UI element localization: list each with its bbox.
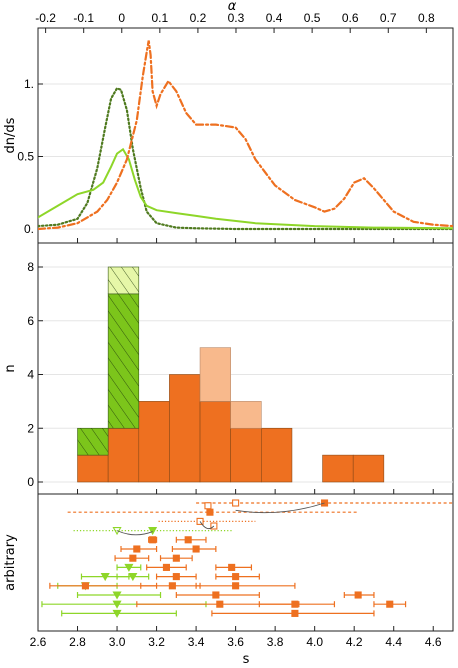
arrow-connector — [199, 521, 215, 530]
histogram-bar — [138, 401, 170, 483]
square-marker — [172, 554, 180, 562]
top-axis-label: α — [228, 0, 237, 14]
curve-solid — [38, 147, 453, 230]
mid-ytick-label: 8 — [27, 260, 34, 274]
histogram-bar — [199, 401, 231, 483]
histogram-bar — [77, 454, 109, 483]
bottom-y-axis-label: arbitrary — [3, 534, 18, 591]
triangle-marker — [112, 591, 122, 600]
top-axis-tick-label: 0.5 — [304, 11, 321, 25]
x-tick-label: 4.2 — [346, 635, 363, 649]
histogram-bar — [261, 427, 293, 483]
square-marker — [232, 582, 240, 590]
square-marker — [216, 600, 224, 608]
x-axis-label: s — [243, 652, 250, 667]
top-axis-tick-label: 0.2 — [190, 11, 207, 25]
x-tick-label: 2.8 — [69, 635, 86, 649]
histogram-bar — [169, 374, 201, 483]
top-ytick-label: 0. — [24, 222, 34, 236]
top-axis-tick-label: 0.7 — [380, 11, 397, 25]
top-axis-tick-label: 0.8 — [418, 11, 435, 25]
triangle-marker — [100, 573, 110, 582]
x-tick-label: 4.4 — [385, 635, 402, 649]
histogram-bar — [107, 427, 140, 483]
top-ytick-label: 1. — [24, 77, 34, 91]
x-tick-label: 3.2 — [148, 635, 165, 649]
top-ytick-label: 0.5 — [17, 150, 34, 164]
square-marker — [184, 536, 192, 544]
arrow-connector — [116, 530, 153, 536]
x-tick-label: 3.4 — [188, 635, 205, 649]
square-marker — [212, 591, 220, 599]
square-marker — [354, 591, 362, 599]
mid-ytick-label: 2 — [27, 421, 34, 435]
triangle-marker — [112, 600, 122, 609]
square-marker — [206, 508, 214, 516]
histogram-bar — [230, 427, 262, 483]
mid-y-axis-label: n — [3, 364, 18, 372]
triangle-marker — [124, 563, 134, 572]
histogram-bar-hatched — [77, 428, 109, 456]
arrow-connector — [235, 502, 325, 514]
square-marker — [149, 536, 157, 544]
square-marker — [228, 563, 236, 571]
x-tick-label: 3.8 — [267, 635, 284, 649]
top-axis-tick-label: 0.1 — [151, 11, 168, 25]
top-axis-tick-label: 0.4 — [266, 11, 283, 25]
histogram-bar — [352, 454, 385, 483]
square-marker — [291, 609, 299, 617]
top-axis-tick-label: 0.6 — [342, 11, 359, 25]
square-marker — [162, 563, 171, 571]
top-axis-tick-label: -0.2 — [35, 11, 56, 25]
square-marker — [81, 582, 89, 590]
panel-frame-1 — [37, 27, 454, 244]
x-tick-label: 3.0 — [109, 635, 126, 649]
triangle-marker — [148, 527, 158, 536]
square-marker — [192, 545, 200, 553]
top-y-axis-label: dn/ds — [3, 117, 18, 153]
square-marker — [232, 499, 240, 507]
top-axis-tick-label: -0.1 — [73, 11, 94, 25]
square-marker — [172, 573, 180, 581]
histogram-bar-hatched — [108, 267, 139, 294]
x-tick-label: 4.6 — [425, 635, 442, 649]
square-marker — [133, 545, 141, 553]
mid-ytick-label: 0 — [27, 475, 34, 489]
curve-dash-dot — [38, 40, 453, 231]
square-marker — [291, 600, 299, 608]
square-marker — [168, 582, 176, 590]
panel-frame-3 — [37, 493, 454, 632]
histogram-bar-light — [230, 401, 262, 429]
square-marker — [129, 554, 137, 562]
x-tick-label: 2.6 — [30, 635, 47, 649]
triangle-marker — [128, 573, 138, 582]
mid-ytick-label: 4 — [27, 368, 34, 382]
mid-ytick-label: 6 — [27, 314, 34, 328]
top-axis-tick-label: 0 — [118, 11, 125, 25]
curve-dotted — [38, 86, 453, 231]
histogram-bar-hatched — [108, 293, 139, 429]
square-marker — [232, 573, 240, 581]
square-marker — [204, 502, 212, 510]
square-marker — [386, 600, 394, 608]
histogram-bar — [322, 454, 354, 483]
top-axis-tick-label: 0.3 — [228, 11, 245, 25]
x-tick-label: 4.0 — [306, 635, 323, 649]
triangle-marker — [112, 609, 122, 618]
histogram-bar-light — [199, 347, 231, 402]
x-tick-label: 3.6 — [227, 635, 244, 649]
